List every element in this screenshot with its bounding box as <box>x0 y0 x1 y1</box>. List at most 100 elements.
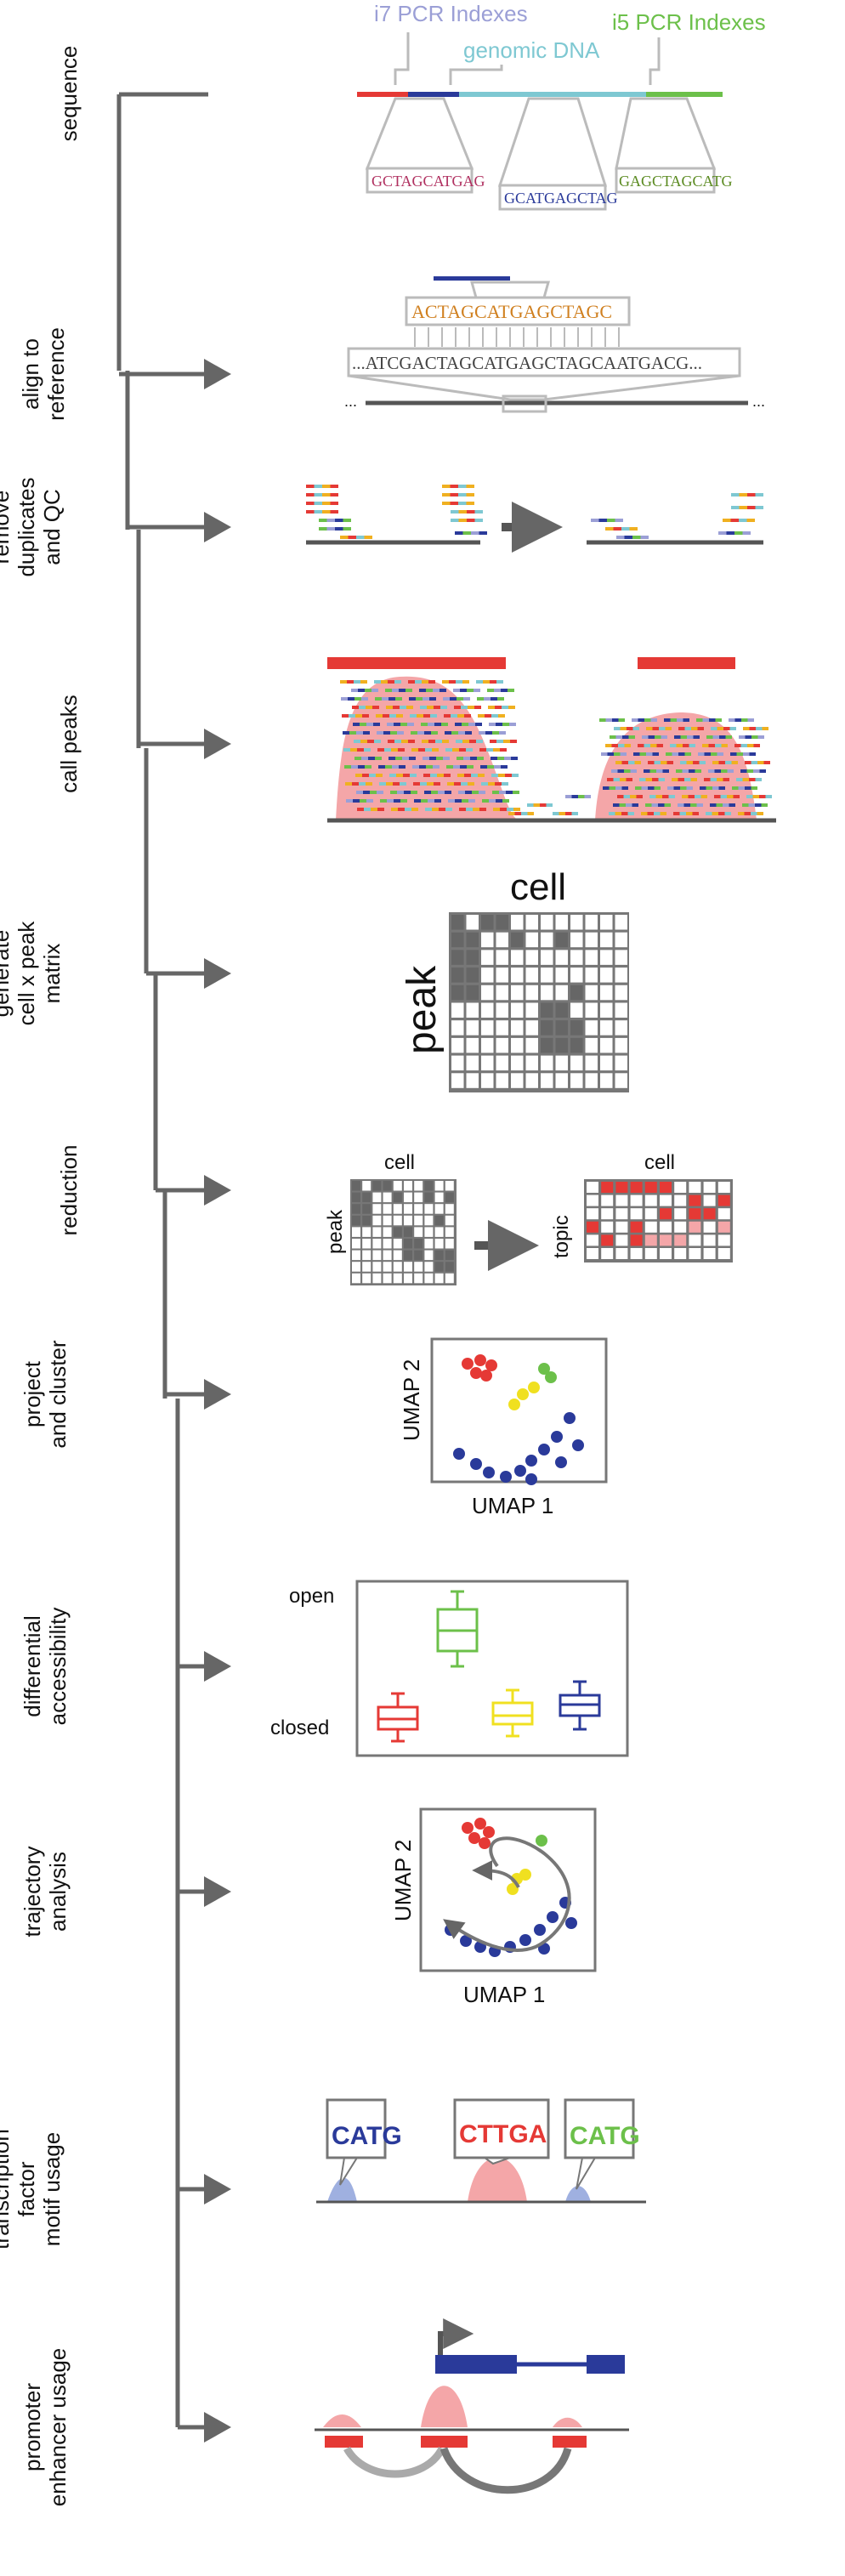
read-segment <box>457 697 463 701</box>
matrix-cell <box>451 932 464 948</box>
read-segment <box>485 714 491 718</box>
read-segment <box>376 714 383 718</box>
read-segment <box>507 808 513 811</box>
read-segment <box>652 727 659 730</box>
read-box-3 <box>615 167 716 194</box>
read-segment <box>485 731 492 735</box>
matrix-cell <box>585 967 598 983</box>
read-segment <box>670 718 677 722</box>
read-segment <box>377 731 383 735</box>
read-segment <box>559 812 565 815</box>
read-segment <box>427 706 434 709</box>
read-segment <box>658 778 665 781</box>
motif-logo-text-2: CTTGA <box>459 2120 547 2148</box>
matrix-cell <box>615 967 627 983</box>
read-segment <box>627 812 634 815</box>
step-label-line: promoter <box>20 2383 45 2471</box>
strand-cyan <box>459 92 646 97</box>
trajectory-curve <box>443 1836 571 1952</box>
read-segment <box>630 795 637 798</box>
matrix-cell <box>496 1020 508 1036</box>
matrix-cell <box>466 1002 479 1018</box>
matrix-cell <box>555 1055 568 1071</box>
step-label-line: factor <box>14 2161 39 2216</box>
loop-1 <box>343 2446 446 2478</box>
read-segment <box>621 527 630 531</box>
read-segment <box>306 485 315 488</box>
promoter-peak-3 <box>553 2417 582 2427</box>
matrix-cell <box>570 1073 583 1088</box>
topic-cell <box>660 1248 672 1259</box>
read-segment <box>401 740 408 743</box>
read-segment <box>489 799 496 803</box>
matrix-cell <box>481 1037 494 1053</box>
matrix-cell <box>466 932 479 948</box>
read-segment <box>465 731 472 735</box>
read-segment <box>422 680 428 684</box>
read-segment <box>400 723 407 726</box>
read-segment <box>711 727 717 730</box>
read-segment <box>442 493 451 496</box>
read-segment <box>626 778 632 781</box>
small-matrix-cell <box>393 1227 402 1237</box>
read-segment <box>358 765 365 769</box>
small-matrix-cell <box>383 1204 392 1214</box>
topic-cell <box>587 1182 598 1193</box>
topic-cell <box>674 1182 687 1193</box>
da-panel: open closed <box>270 1580 629 1757</box>
read-segment <box>706 786 712 790</box>
read-segment <box>628 761 635 764</box>
read-segment <box>346 799 353 803</box>
matrix-cell <box>466 1073 479 1088</box>
read-segment <box>423 714 430 718</box>
topic-cell <box>587 1208 598 1220</box>
cluster-point <box>483 1467 495 1478</box>
read-box-1 <box>366 167 474 194</box>
read-segment <box>605 527 614 531</box>
step-label-5: generatecell x peakmatrix <box>0 921 65 1026</box>
read-segment <box>444 774 451 777</box>
read-segment <box>456 680 462 684</box>
read-segment <box>683 718 689 722</box>
read-segment <box>749 752 756 756</box>
read-segment <box>715 744 722 747</box>
read-segment <box>433 765 440 769</box>
branch-arrowhead-7 <box>204 1379 231 1410</box>
matrix-cell <box>525 967 538 983</box>
small-matrix-cell <box>445 1262 454 1272</box>
read-segment <box>425 748 432 752</box>
read-segment <box>710 778 717 781</box>
read-segment <box>613 778 620 781</box>
read-segment <box>467 510 475 513</box>
matrix-cell <box>585 932 598 948</box>
read-segment <box>394 723 400 726</box>
read-segment <box>430 714 437 718</box>
matrix-cell <box>585 915 598 930</box>
read-segment <box>362 714 369 718</box>
read-segment <box>665 727 672 730</box>
read-segment <box>388 740 394 743</box>
step-label-9: trajectoryanalysis <box>20 1847 71 1938</box>
read-segment <box>727 769 734 773</box>
read-segment <box>666 761 673 764</box>
cluster-point <box>453 1448 465 1460</box>
read-segment <box>601 752 608 756</box>
read-segment <box>364 808 371 811</box>
read-segment <box>489 723 496 726</box>
read-segment <box>632 727 639 730</box>
read-segment <box>712 812 718 815</box>
read-segment <box>330 493 338 496</box>
read-segment <box>436 757 443 760</box>
matrix-cell <box>600 967 613 983</box>
read-segment <box>496 680 503 684</box>
read-segment <box>652 778 659 781</box>
read-segment <box>502 799 509 803</box>
small-matrix-cell <box>352 1250 360 1261</box>
matrix-cell <box>481 932 494 948</box>
read-segment <box>641 812 648 815</box>
read-segment <box>453 689 460 692</box>
read-segment <box>677 718 683 722</box>
read-segment <box>342 714 349 718</box>
cluster-point <box>551 1431 563 1443</box>
read-segment <box>684 778 691 781</box>
